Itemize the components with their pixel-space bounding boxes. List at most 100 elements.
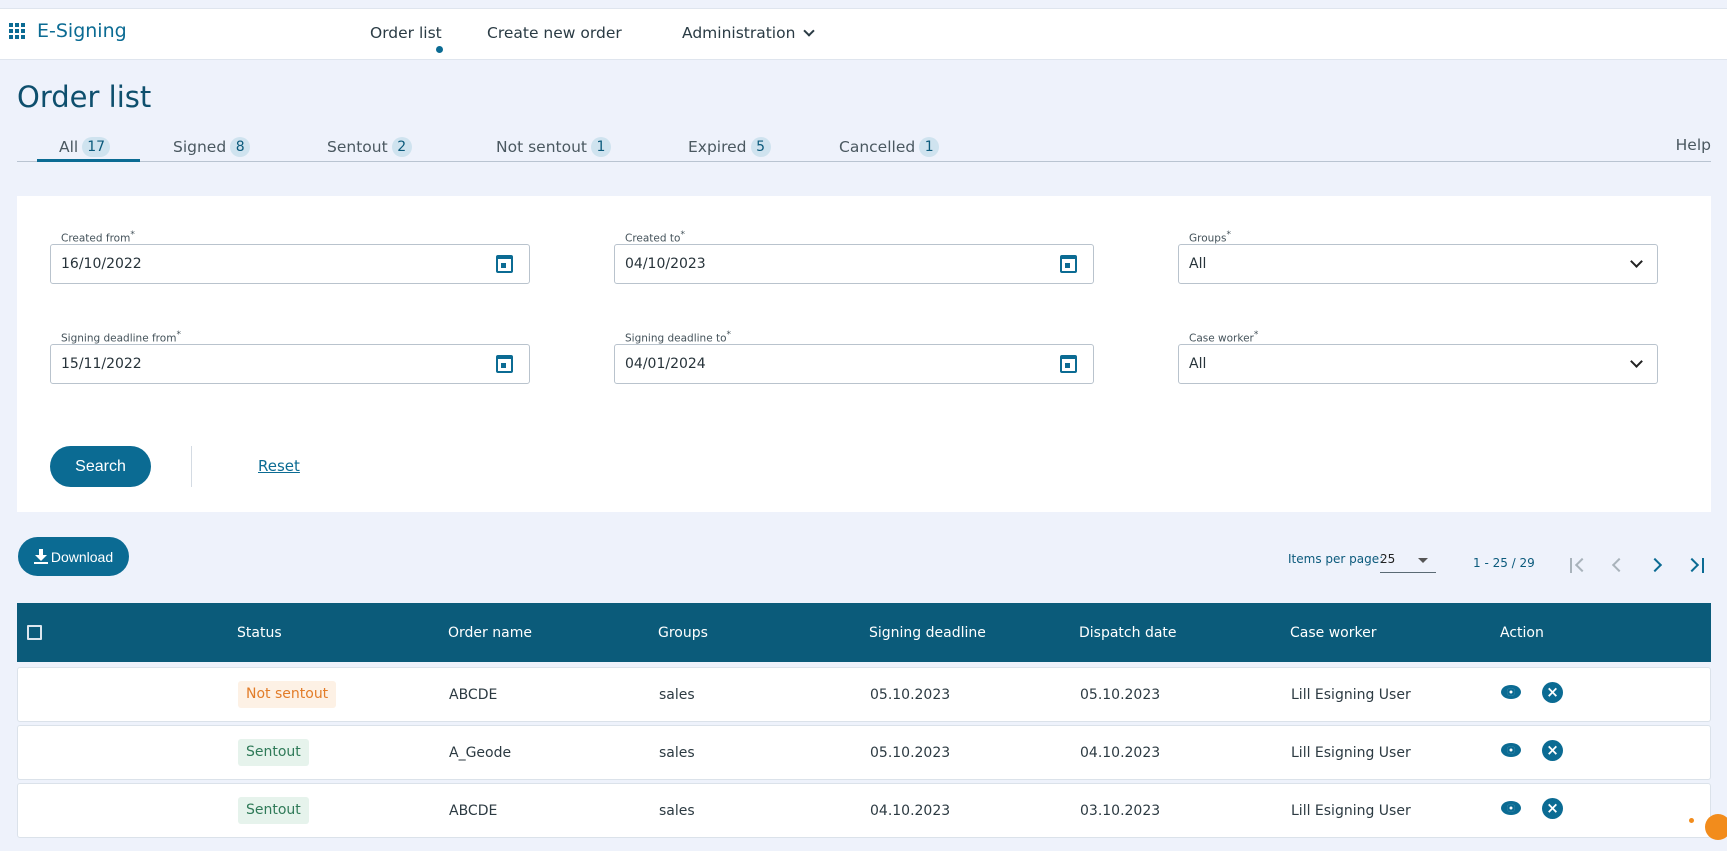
calendar-icon[interactable] [496, 255, 513, 273]
deadline-from-input[interactable]: 15/11/2022 [50, 344, 530, 384]
page-title: Order list [17, 80, 152, 114]
tab-count-badge: 8 [230, 137, 251, 157]
groups-label: Groups* [1189, 230, 1231, 245]
tab-signed[interactable]: Signed 8 [173, 137, 251, 157]
cancel-icon[interactable]: × [1542, 798, 1563, 819]
case-worker-select[interactable]: All [1178, 344, 1658, 384]
items-per-page-select[interactable]: 25 [1380, 549, 1436, 573]
column-order-name[interactable]: Order name [448, 625, 532, 641]
created-to-value: 04/10/2023 [625, 256, 706, 272]
help-link[interactable]: Help [1675, 136, 1711, 154]
deadline-from-label: Signing deadline from* [61, 330, 181, 345]
group: sales [659, 745, 695, 761]
search-button[interactable]: Search [50, 446, 151, 487]
next-page-icon[interactable] [1647, 556, 1668, 576]
created-to-label: Created to* [625, 230, 685, 245]
status-badge: Sentout [238, 739, 309, 766]
eye-icon[interactable] [1501, 801, 1521, 815]
case-worker-label: Case worker* [1189, 330, 1259, 345]
apps-grid-icon[interactable] [9, 23, 25, 39]
group: sales [659, 803, 695, 819]
groups-select[interactable]: All [1178, 244, 1658, 284]
deadline-from-value: 15/11/2022 [61, 356, 142, 372]
chevron-down-icon [803, 25, 816, 37]
table-row[interactable]: Sentout A_Geode sales 05.10.2023 04.10.2… [17, 725, 1711, 780]
items-per-page-value: 25 [1380, 552, 1396, 566]
table-row[interactable]: Not sentout ABCDE sales 05.10.2023 05.10… [17, 667, 1711, 722]
signing-deadline: 04.10.2023 [870, 803, 951, 819]
tab-count-badge: 2 [391, 137, 412, 157]
signing-deadline: 05.10.2023 [870, 687, 951, 703]
order-name: ABCDE [449, 803, 498, 819]
status-tabs: All 17 Signed 8 Sentout 2 Not sentout 1 Expi… [17, 134, 1711, 162]
case-worker: Lill Esigning User [1291, 745, 1411, 761]
download-label: Download [50, 548, 114, 565]
column-status[interactable]: Status [237, 625, 282, 641]
tab-count-badge: 1 [919, 137, 940, 157]
nav-create-new-order[interactable]: Create new order [487, 24, 622, 42]
dropdown-arrow-icon [1418, 558, 1428, 563]
created-from-value: 16/10/2022 [61, 256, 142, 272]
tab-all[interactable]: All 17 [59, 137, 111, 157]
groups-value: All [1189, 256, 1207, 272]
tab-label: Not sentout [496, 138, 587, 156]
top-bar: E-Signing Order list Create new order Ad… [0, 8, 1727, 60]
active-nav-indicator [436, 46, 443, 53]
column-signing-deadline[interactable]: Signing deadline [869, 625, 986, 641]
chat-icon[interactable] [1705, 814, 1727, 840]
cancel-icon[interactable]: × [1542, 740, 1563, 761]
calendar-icon[interactable] [1060, 355, 1077, 373]
tab-count-badge: 1 [590, 137, 611, 157]
dispatch-date: 05.10.2023 [1080, 687, 1161, 703]
last-page-icon[interactable] [1684, 556, 1707, 576]
table-row[interactable]: Sentout ABCDE sales 04.10.2023 03.10.202… [17, 783, 1711, 838]
download-button[interactable]: Download [18, 537, 129, 576]
download-icon [34, 548, 48, 565]
cancel-icon[interactable]: × [1542, 682, 1563, 703]
created-to-input[interactable]: 04/10/2023 [614, 244, 1094, 284]
tab-sentout[interactable]: Sentout 2 [327, 137, 412, 157]
active-tab-indicator [37, 159, 140, 162]
tab-expired[interactable]: Expired 5 [688, 137, 771, 157]
case-worker-value: All [1189, 356, 1207, 372]
column-case-worker[interactable]: Case worker [1290, 625, 1377, 641]
prev-page-icon[interactable] [1608, 556, 1628, 576]
column-dispatch-date[interactable]: Dispatch date [1079, 625, 1177, 641]
eye-icon[interactable] [1501, 685, 1521, 699]
created-from-label: Created from* [61, 230, 135, 245]
calendar-icon[interactable] [496, 355, 513, 373]
column-action: Action [1500, 625, 1544, 641]
chat-indicator [1689, 818, 1694, 823]
reset-link[interactable]: Reset [258, 457, 300, 475]
brand-name[interactable]: E-Signing [37, 20, 127, 42]
tab-label: All [59, 138, 79, 156]
tab-label: Cancelled [839, 138, 916, 156]
dispatch-date: 03.10.2023 [1080, 803, 1161, 819]
tab-count-badge: 5 [750, 137, 771, 157]
tab-not-sentout[interactable]: Not sentout 1 [496, 137, 611, 157]
order-name: ABCDE [449, 687, 498, 703]
tab-count-badge: 17 [82, 137, 111, 157]
case-worker: Lill Esigning User [1291, 687, 1411, 703]
deadline-to-label: Signing deadline to* [625, 330, 732, 345]
eye-icon[interactable] [1501, 743, 1521, 757]
select-all-checkbox[interactable] [27, 625, 42, 640]
dispatch-date: 04.10.2023 [1080, 745, 1161, 761]
download-icon-base [34, 562, 48, 564]
column-groups[interactable]: Groups [658, 625, 708, 641]
nav-administration[interactable]: Administration [682, 24, 816, 42]
nav-order-list[interactable]: Order list [370, 24, 442, 42]
chevron-down-icon [1630, 255, 1643, 268]
deadline-to-input[interactable]: 04/01/2024 [614, 344, 1094, 384]
created-from-input[interactable]: 16/10/2022 [50, 244, 530, 284]
status-badge: Sentout [238, 797, 309, 824]
first-page-icon[interactable] [1569, 556, 1590, 576]
calendar-icon[interactable] [1060, 255, 1077, 273]
tab-cancelled[interactable]: Cancelled 1 [839, 137, 940, 157]
nav-administration-label: Administration [682, 24, 796, 42]
tab-label: Expired [688, 138, 747, 156]
group: sales [659, 687, 695, 703]
deadline-to-value: 04/01/2024 [625, 356, 706, 372]
tab-label: Signed [173, 138, 227, 156]
items-per-page-label: Items per page: [1288, 552, 1384, 566]
